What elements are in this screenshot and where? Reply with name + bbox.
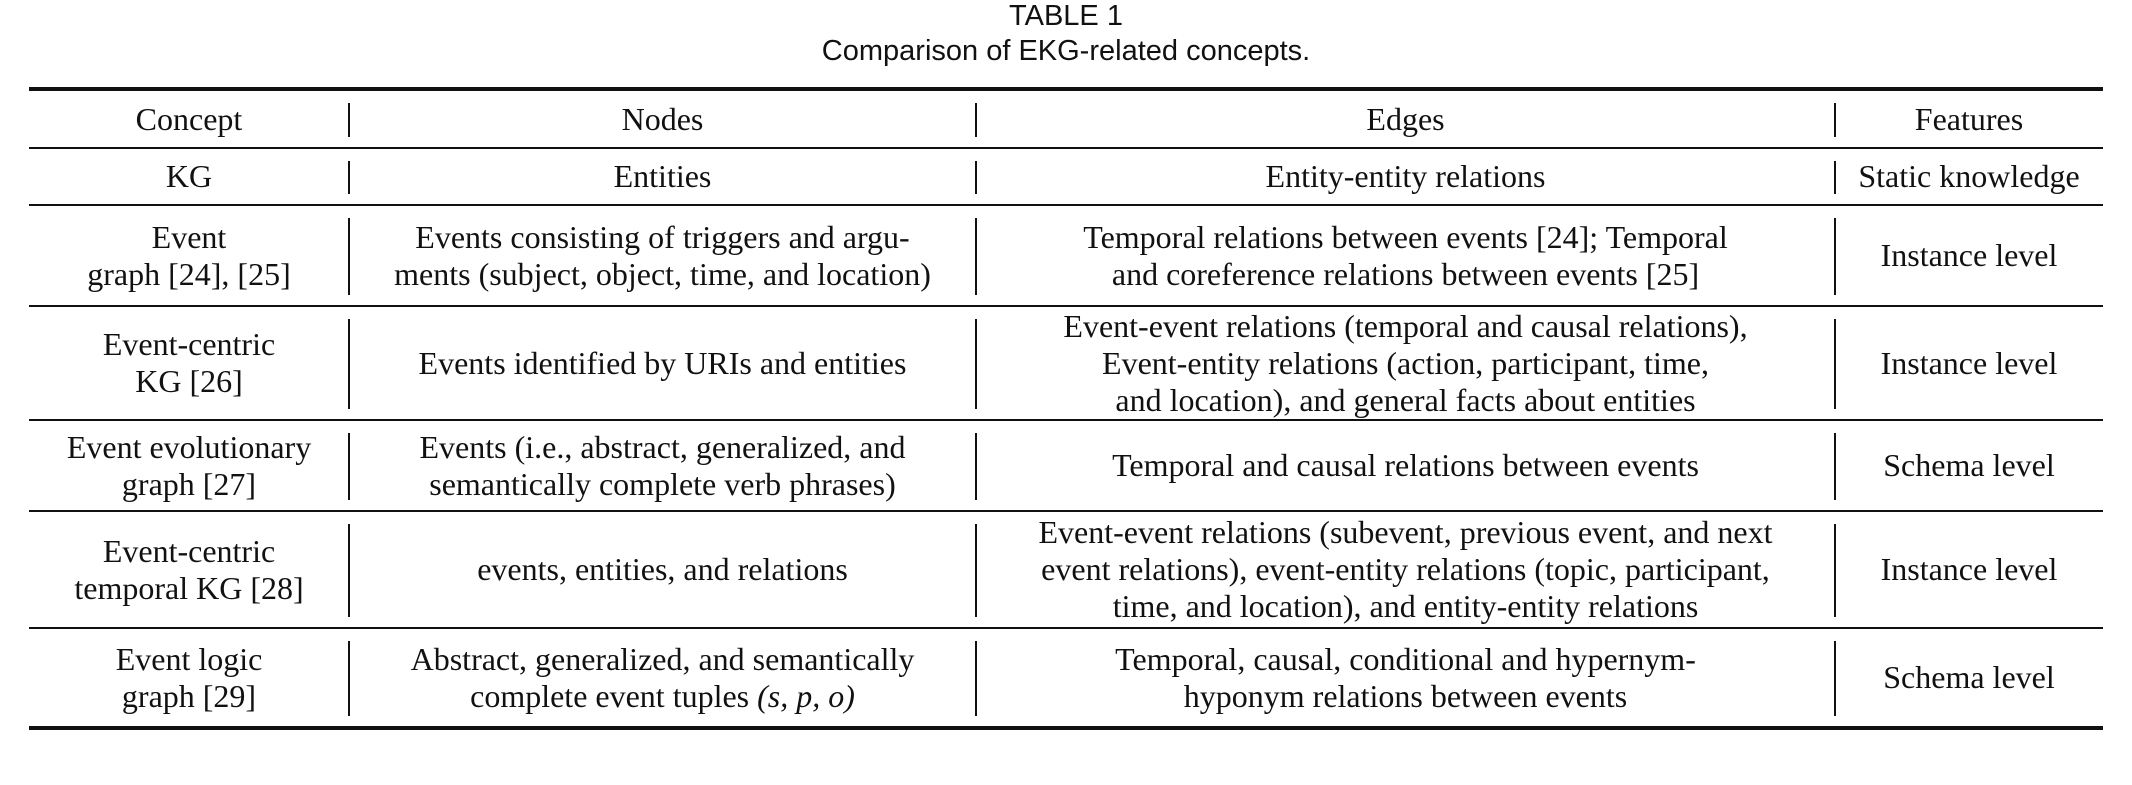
nodes-cell: Events consisting of triggers and argu-m… [349, 205, 977, 307]
table-label: TABLE 1 [1009, 0, 1123, 32]
edges-cell: Event-event relations (temporal and caus… [976, 306, 1836, 421]
features-cell: Instance level [1835, 511, 2103, 629]
concept-cell: Event-centric temporal KG [28] [29, 511, 350, 629]
nodes-cell: events, entities, and relations [349, 511, 977, 629]
concept-cell: Event-centric KG [26] [29, 306, 350, 421]
table-header-row: Concept Nodes Edges Features [29, 89, 2103, 149]
event-tuple-math: (s, p, o) [757, 677, 855, 714]
table-row: Event-centric KG [26] Events identified b… [29, 306, 2103, 421]
table-row: Event-centric temporal KG [28] events, en… [29, 511, 2103, 629]
nodes-cell: Entities [349, 148, 977, 206]
edges-cell: Event-event relations (subevent, previou… [976, 511, 1836, 629]
table-row: Event logic graph [29] Abstract, generali… [29, 628, 2103, 728]
features-cell: Schema level [1883, 659, 2055, 695]
header-concept: Concept [29, 89, 350, 149]
edges-cell: Entity-entity relations [976, 148, 1836, 206]
header-features: Features [1835, 89, 2103, 149]
table-row: Event graph [24], [25] Events consisting … [29, 205, 2103, 307]
nodes-cell: Abstract, generalized, and semantically c… [349, 628, 977, 728]
edges-cell: Temporal, causal, conditional and hypern… [976, 628, 1836, 728]
header-nodes: Nodes [349, 89, 977, 149]
table-row: Event evolutionary graph [27] Events (i.e… [29, 420, 2103, 512]
comparison-table: Concept Nodes Edges Features KG Entities… [29, 87, 2103, 730]
features-cell: Schema level [1835, 420, 2103, 512]
edges-cell: Temporal and causal relations between ev… [976, 420, 1836, 512]
nodes-cell: Events (i.e., abstract, generalized, and… [349, 420, 977, 512]
edges-cell: Temporal relations between events [24]; … [976, 205, 1836, 307]
table-row: KG Entities Entity-entity relations Stat… [29, 148, 2103, 206]
concept-cell: Event graph [24], [25] [29, 205, 350, 307]
concept-cell: Event logic graph [29] [29, 628, 350, 728]
concept-cell: Event evolutionary graph [27] [29, 420, 350, 512]
concept-cell: KG [29, 148, 350, 206]
table-caption: Comparison of EKG-related concepts. [821, 35, 1311, 67]
features-cell: Static knowledge [1835, 148, 2103, 206]
features-cell: Instance level [1835, 205, 2103, 307]
nodes-cell: Events identified by URIs and entities [349, 306, 977, 421]
features-cell: Instance level [1835, 306, 2103, 421]
header-edges: Edges [976, 89, 1836, 149]
